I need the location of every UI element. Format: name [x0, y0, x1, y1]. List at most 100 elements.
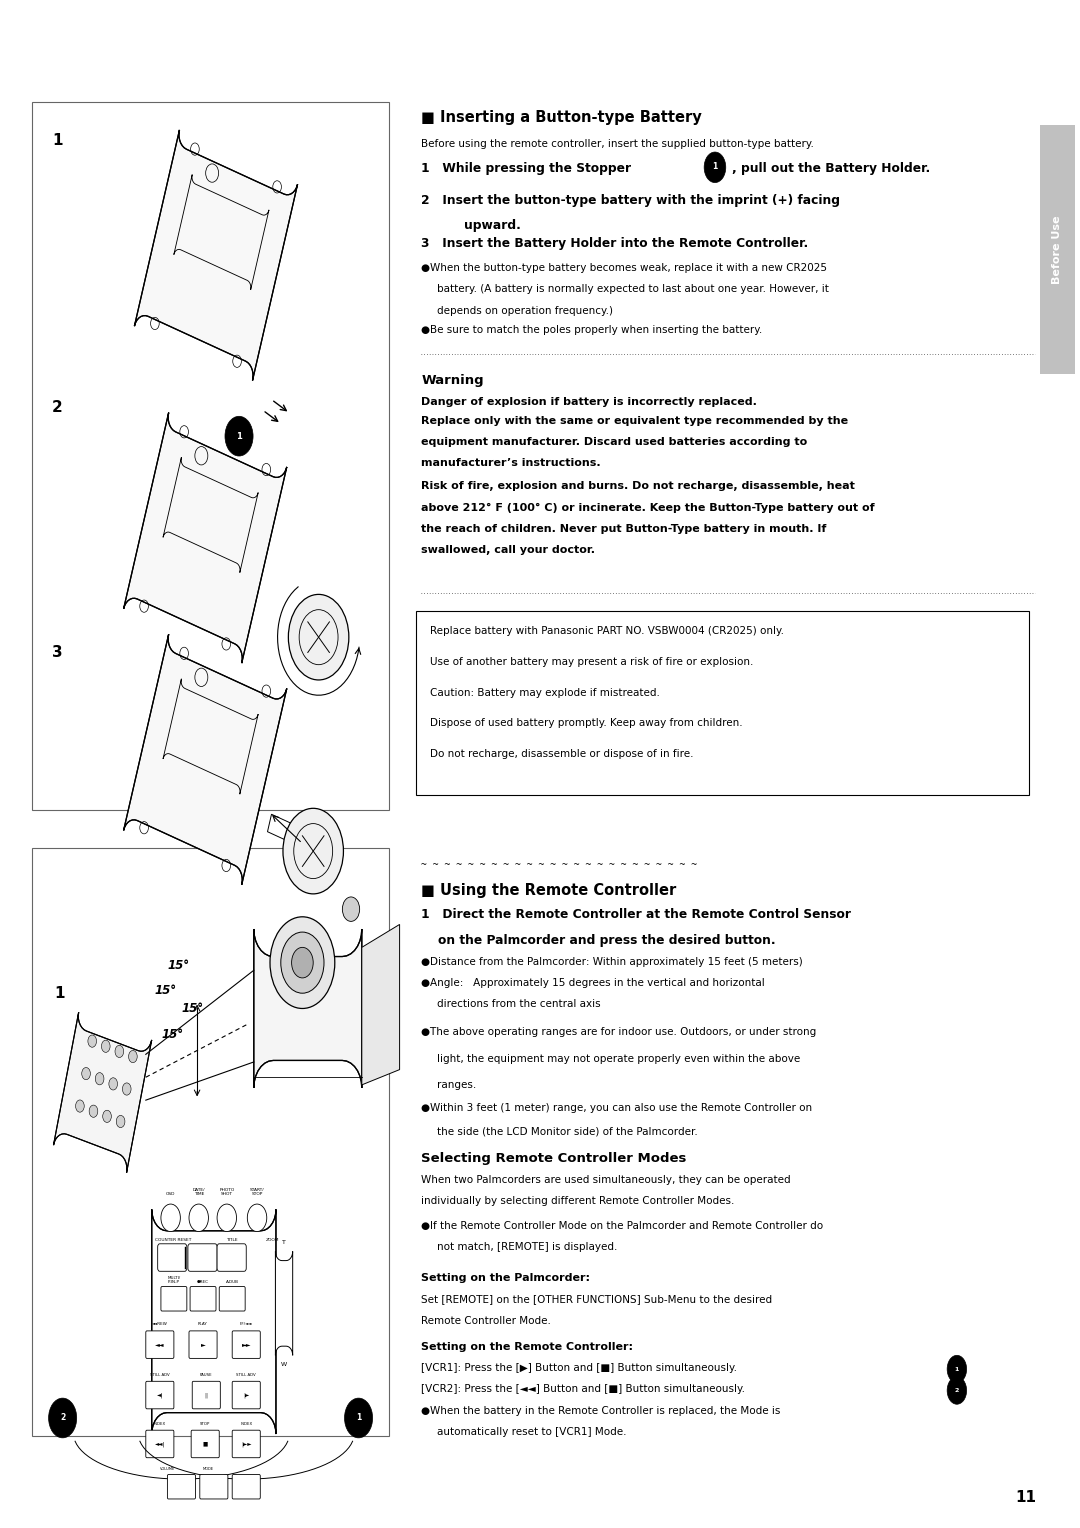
- Circle shape: [283, 808, 343, 894]
- Circle shape: [225, 416, 253, 455]
- Text: PLAY: PLAY: [198, 1322, 208, 1326]
- Text: 1: 1: [955, 1366, 959, 1372]
- Text: battery. (A battery is normally expected to last about one year. However, it: battery. (A battery is normally expected…: [437, 284, 829, 295]
- Text: 1   While pressing the Stopper: 1 While pressing the Stopper: [421, 162, 635, 176]
- Text: PHOTO
SHOT: PHOTO SHOT: [219, 1189, 234, 1196]
- Text: 2   Insert the button-type battery with the imprint (+) facing: 2 Insert the button-type battery with th…: [421, 194, 840, 208]
- Circle shape: [947, 1355, 967, 1383]
- Text: manufacturer’s instructions.: manufacturer’s instructions.: [421, 458, 600, 469]
- Text: OSD: OSD: [166, 1192, 175, 1196]
- FancyBboxPatch shape: [232, 1381, 260, 1409]
- FancyBboxPatch shape: [192, 1381, 220, 1409]
- Text: MULTI/
P-IN-P: MULTI/ P-IN-P: [167, 1276, 180, 1284]
- Bar: [416, 611, 1029, 795]
- Text: 15°: 15°: [167, 960, 189, 972]
- Circle shape: [161, 1204, 180, 1232]
- FancyBboxPatch shape: [191, 1430, 219, 1458]
- Text: 1: 1: [356, 1413, 361, 1423]
- Polygon shape: [134, 130, 298, 380]
- Text: ►: ►: [201, 1342, 205, 1348]
- Circle shape: [82, 1068, 91, 1080]
- Text: individually by selecting different Remote Controller Modes.: individually by selecting different Remo…: [421, 1196, 734, 1207]
- Text: |►: |►: [243, 1392, 249, 1398]
- Circle shape: [345, 1398, 373, 1438]
- Text: STILL ADV: STILL ADV: [150, 1372, 170, 1377]
- Polygon shape: [362, 924, 400, 1085]
- Text: ■ Using the Remote Controller: ■ Using the Remote Controller: [421, 883, 676, 898]
- Text: 11: 11: [1016, 1490, 1037, 1505]
- FancyBboxPatch shape: [190, 1287, 216, 1311]
- Text: T: T: [282, 1239, 286, 1245]
- Circle shape: [270, 917, 335, 1008]
- Circle shape: [292, 947, 313, 978]
- Text: ||: ||: [204, 1392, 208, 1398]
- Text: When two Palmcorders are used simultaneously, they can be operated: When two Palmcorders are used simultaneo…: [421, 1175, 791, 1186]
- Polygon shape: [275, 1251, 293, 1355]
- Bar: [1040, 125, 1075, 374]
- Text: ◄◄: ◄◄: [156, 1342, 164, 1348]
- Text: ●Distance from the Palmcorder: Within approximately 15 feet (5 meters): ●Distance from the Palmcorder: Within ap…: [421, 957, 802, 967]
- Text: the side (the LCD Monitor side) of the Palmcorder.: the side (the LCD Monitor side) of the P…: [437, 1126, 698, 1137]
- Text: ●Angle:   Approximately 15 degrees in the vertical and horizontal: ●Angle: Approximately 15 degrees in the …: [421, 978, 765, 989]
- Text: swallowed, call your doctor.: swallowed, call your doctor.: [421, 545, 595, 556]
- Text: light, the equipment may not operate properly even within the above: light, the equipment may not operate pro…: [437, 1054, 800, 1065]
- Text: ●If the Remote Controller Mode on the Palmcorder and Remote Controller do: ●If the Remote Controller Mode on the Pa…: [421, 1221, 823, 1232]
- Text: [VCR2]: Press the [◄◄] Button and [■] Button simultaneously.: [VCR2]: Press the [◄◄] Button and [■] Bu…: [421, 1384, 745, 1395]
- Text: TITLE: TITLE: [227, 1238, 238, 1242]
- Text: automatically reset to [VCR1] Mode.: automatically reset to [VCR1] Mode.: [437, 1427, 626, 1438]
- Text: ●Within 3 feet (1 meter) range, you can also use the Remote Controller on: ●Within 3 feet (1 meter) range, you can …: [421, 1103, 812, 1114]
- Polygon shape: [254, 929, 362, 1088]
- Text: 1   Direct the Remote Controller at the Remote Control Sensor: 1 Direct the Remote Controller at the Re…: [421, 908, 851, 921]
- Text: on the Palmcorder and press the desired button.: on the Palmcorder and press the desired …: [421, 934, 775, 947]
- Text: 1: 1: [54, 986, 65, 1001]
- Text: Use of another battery may present a risk of fire or explosion.: Use of another battery may present a ris…: [430, 657, 753, 668]
- Text: 1: 1: [52, 133, 63, 148]
- Circle shape: [117, 1115, 125, 1128]
- Text: Warning: Warning: [421, 374, 484, 388]
- FancyBboxPatch shape: [146, 1430, 174, 1458]
- Text: W: W: [281, 1361, 287, 1368]
- Text: 15°: 15°: [154, 984, 176, 996]
- Text: 2: 2: [955, 1387, 959, 1394]
- Text: above 212° F (100° C) or incinerate. Keep the Button-Type battery out of: above 212° F (100° C) or incinerate. Kee…: [421, 503, 875, 513]
- Text: STOP: STOP: [200, 1421, 211, 1426]
- Text: STILL ADV: STILL ADV: [237, 1372, 256, 1377]
- Text: VOLUME: VOLUME: [160, 1467, 175, 1471]
- Text: |►►: |►►: [241, 1441, 252, 1447]
- Text: Remote Controller Mode.: Remote Controller Mode.: [421, 1316, 551, 1326]
- Circle shape: [90, 1105, 98, 1117]
- Text: ●REC: ●REC: [197, 1279, 210, 1284]
- Text: INDEX: INDEX: [240, 1421, 253, 1426]
- Text: equipment manufacturer. Discard used batteries according to: equipment manufacturer. Discard used bat…: [421, 437, 808, 448]
- Text: A.DUB: A.DUB: [226, 1279, 239, 1284]
- Text: 15°: 15°: [162, 1028, 184, 1041]
- FancyBboxPatch shape: [161, 1287, 187, 1311]
- Text: 3   Insert the Battery Holder into the Remote Controller.: 3 Insert the Battery Holder into the Rem…: [421, 237, 809, 251]
- FancyBboxPatch shape: [217, 1244, 246, 1271]
- Text: INDEX: INDEX: [153, 1421, 166, 1426]
- Text: ●When the button-type battery becomes weak, replace it with a new CR2025: ●When the button-type battery becomes we…: [421, 263, 827, 274]
- FancyBboxPatch shape: [200, 1475, 228, 1499]
- Circle shape: [49, 1398, 77, 1438]
- Text: DATE/
TIME: DATE/ TIME: [192, 1189, 205, 1196]
- Circle shape: [122, 1083, 131, 1096]
- Text: 3: 3: [52, 645, 63, 660]
- Text: FF/◄◄: FF/◄◄: [240, 1322, 253, 1326]
- Text: Danger of explosion if battery is incorrectly replaced.: Danger of explosion if battery is incorr…: [421, 397, 757, 408]
- Text: MODE: MODE: [203, 1467, 214, 1471]
- Text: directions from the central axis: directions from the central axis: [437, 999, 602, 1010]
- Text: Before Use: Before Use: [1052, 215, 1063, 284]
- Text: ZOOM: ZOOM: [266, 1238, 279, 1242]
- Text: ►►: ►►: [242, 1342, 251, 1348]
- Text: ●The above operating ranges are for indoor use. Outdoors, or under strong: ●The above operating ranges are for indo…: [421, 1027, 816, 1038]
- Text: ranges.: ranges.: [437, 1080, 476, 1091]
- Circle shape: [189, 1204, 208, 1232]
- Text: 15°: 15°: [181, 1002, 203, 1015]
- FancyBboxPatch shape: [232, 1430, 260, 1458]
- FancyBboxPatch shape: [158, 1244, 187, 1271]
- Circle shape: [103, 1111, 111, 1123]
- Text: Setting on the Remote Controller:: Setting on the Remote Controller:: [421, 1342, 633, 1352]
- Text: [VCR1]: Press the [▶] Button and [■] Button simultaneously.: [VCR1]: Press the [▶] Button and [■] But…: [421, 1363, 738, 1374]
- Text: ●When the battery in the Remote Controller is replaced, the Mode is: ●When the battery in the Remote Controll…: [421, 1406, 781, 1416]
- Polygon shape: [123, 413, 287, 663]
